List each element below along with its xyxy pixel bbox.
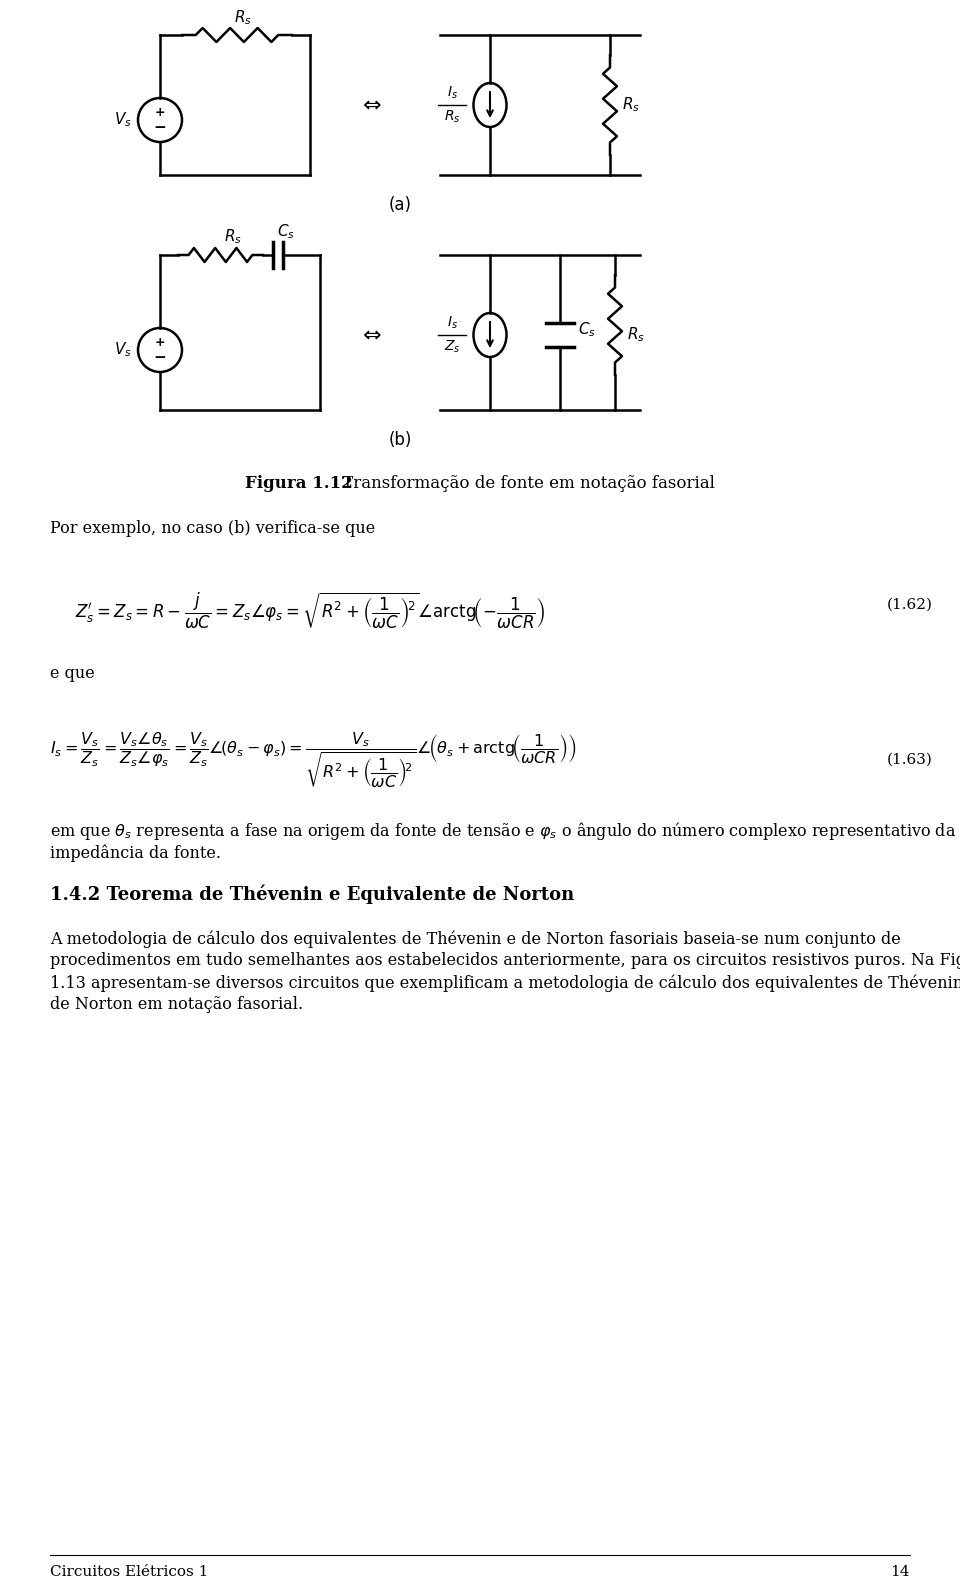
Text: $V_s$: $V_s$ (114, 340, 132, 359)
Text: $\Leftrightarrow$: $\Leftrightarrow$ (358, 95, 382, 114)
Text: $C_s$: $C_s$ (277, 223, 295, 242)
Text: procedimentos em tudo semelhantes aos estabelecidos anteriormente, para os circu: procedimentos em tudo semelhantes aos es… (50, 952, 960, 968)
Text: $\Leftrightarrow$: $\Leftrightarrow$ (358, 324, 382, 345)
Text: 14: 14 (891, 1565, 910, 1579)
Text: $R_s$: $R_s$ (627, 326, 645, 345)
Text: A metodologia de cálculo dos equivalentes de Thévenin e de Norton fasoriais base: A metodologia de cálculo dos equivalente… (50, 930, 900, 948)
Text: −: − (154, 350, 166, 366)
Text: Figura 1.12: Figura 1.12 (245, 475, 352, 491)
Text: −: − (154, 121, 166, 135)
Text: $R_s$: $R_s$ (622, 95, 640, 114)
Text: em que $\theta_s$ representa a fase na origem da fonte de tensão e $\varphi_s$ o: em que $\theta_s$ representa a fase na o… (50, 820, 956, 843)
Text: $I_s$: $I_s$ (446, 84, 458, 102)
Text: $V_s$: $V_s$ (114, 111, 132, 129)
Text: (a): (a) (389, 196, 412, 215)
Text: (1.63): (1.63) (887, 754, 933, 766)
Text: $Z_s$: $Z_s$ (444, 339, 461, 355)
Text: (b): (b) (388, 431, 412, 448)
Text: 1.13 apresentam-se diversos circuitos que exemplificam a metodologia de cálculo : 1.13 apresentam-se diversos circuitos qu… (50, 975, 960, 992)
Text: $I_s$: $I_s$ (446, 315, 458, 331)
Text: de Norton em notação fasorial.: de Norton em notação fasorial. (50, 995, 303, 1013)
Text: $C_s$: $C_s$ (578, 321, 596, 339)
Text: 1.4.2 Teorema de Thévenin e Equivalente de Norton: 1.4.2 Teorema de Thévenin e Equivalente … (50, 886, 574, 905)
Text: $R_s$: $R_s$ (444, 108, 460, 126)
Text: +: + (155, 337, 165, 350)
Text: Por exemplo, no caso (b) verifica-se que: Por exemplo, no caso (b) verifica-se que (50, 520, 375, 537)
Text: $I_s = \dfrac{V_s}{Z_s} = \dfrac{V_s\angle\theta_s}{Z_s\angle\varphi_s} = \dfrac: $I_s = \dfrac{V_s}{Z_s} = \dfrac{V_s\ang… (50, 730, 576, 790)
Text: +: + (155, 107, 165, 119)
Text: Transformação de fonte em notação fasorial: Transformação de fonte em notação fasori… (337, 475, 715, 491)
Text: (1.62): (1.62) (887, 598, 933, 612)
Text: e que: e que (50, 665, 95, 682)
Text: Circuitos Elétricos 1: Circuitos Elétricos 1 (50, 1565, 208, 1579)
Text: $Z_s' = Z_s = R - \dfrac{j}{\omega C} = Z_s\angle\varphi_s = \sqrt{R^2 + \left(\: $Z_s' = Z_s = R - \dfrac{j}{\omega C} = … (75, 590, 545, 631)
Text: $R_s$: $R_s$ (234, 8, 252, 27)
Text: impedância da fonte.: impedância da fonte. (50, 844, 221, 862)
Text: $R_s$: $R_s$ (224, 227, 242, 246)
